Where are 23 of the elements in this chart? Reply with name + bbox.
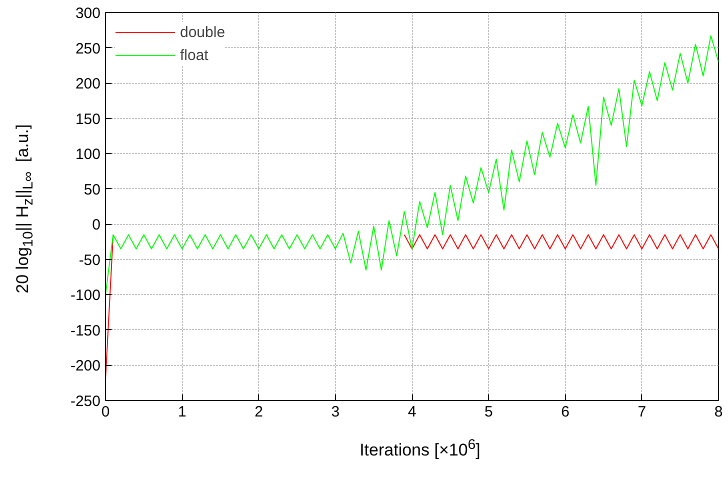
legend-label: float	[180, 46, 208, 64]
y-tick-label: 0	[92, 216, 100, 234]
y-tick-label: 300	[75, 5, 101, 22]
x-tick-label: 6	[561, 404, 570, 420]
y-tick-label: 250	[75, 40, 101, 58]
y-tick-label: -150	[70, 322, 101, 340]
x-tick-label: 4	[408, 404, 416, 420]
x-tick-label: 1	[178, 404, 186, 420]
y-tick-label: -200	[70, 358, 101, 375]
x-tick-label: 7	[638, 404, 646, 420]
x-tick-label: 3	[331, 404, 340, 420]
y-tick-label: 150	[75, 110, 101, 128]
x-tick-label: 5	[484, 404, 493, 420]
x-tick-label: 2	[254, 404, 263, 420]
y-tick-label: -100	[70, 287, 101, 304]
y-tick-label: 100	[75, 146, 101, 164]
x-axis-title: Iterations [×10$^{6}$]	[358, 436, 482, 462]
y-tick-label: 50	[84, 181, 101, 198]
legend-label: double	[180, 24, 226, 40]
y-tick-label: 200	[75, 76, 101, 93]
y-tick-label: -250	[70, 393, 101, 410]
x-tick-label: 8	[714, 404, 723, 420]
y-tick-label: -50	[78, 252, 101, 269]
